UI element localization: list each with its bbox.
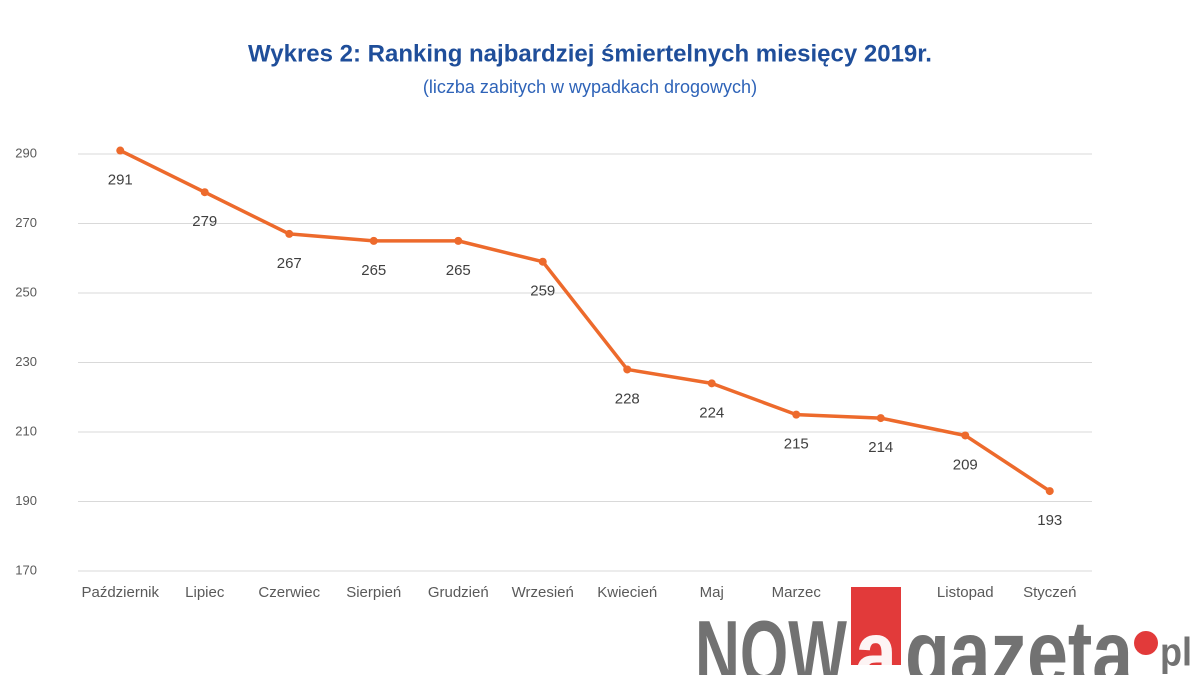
- x-tick-label: Kwiecień: [597, 584, 657, 601]
- watermark-box: [851, 587, 901, 665]
- y-tick-label: 230: [15, 354, 37, 369]
- x-tick-label: Październik: [81, 584, 159, 601]
- x-tick-label: Czerwiec: [258, 584, 320, 601]
- point: [1045, 487, 1054, 496]
- data-label: 215: [784, 436, 809, 453]
- data-label: 265: [361, 262, 386, 279]
- point: [961, 431, 970, 440]
- watermark: NOW a gazeta pl: [695, 587, 1192, 675]
- data-label: 259: [530, 283, 555, 300]
- x-tick-label: Maj: [700, 584, 724, 601]
- watermark-text: NOW: [695, 602, 847, 675]
- watermark-text: a: [855, 602, 898, 675]
- chart-title: Wykres 2: Ranking najbardziej śmiertelny…: [248, 40, 932, 67]
- data-label: 267: [277, 255, 302, 272]
- x-tick-label: Grudzień: [428, 584, 489, 601]
- data-label: 209: [953, 456, 978, 473]
- y-tick-label: 250: [15, 284, 37, 299]
- data-label: 228: [615, 390, 640, 407]
- x-tick-label: Lipiec: [185, 584, 225, 601]
- watermark-text: pl: [1160, 631, 1192, 675]
- x-tick-label: Marzec: [772, 584, 822, 601]
- watermark-text: gazeta: [905, 602, 1134, 675]
- x-tick-label: Sierpień: [346, 584, 401, 601]
- point: [369, 236, 378, 245]
- data-label: 214: [868, 439, 893, 456]
- y-tick-label: 270: [15, 215, 37, 230]
- data-label: 291: [108, 171, 133, 188]
- data-label: 265: [446, 262, 471, 279]
- y-tick-label: 290: [15, 145, 37, 160]
- point: [285, 229, 294, 238]
- point: [200, 188, 209, 197]
- point: [707, 379, 716, 388]
- y-tick-label: 170: [15, 562, 37, 577]
- chart-subtitle: (liczba zabitych w wypadkach drogowych): [423, 77, 757, 97]
- y-tick-label: 210: [15, 423, 37, 438]
- x-tick-label: Styczeń: [1023, 584, 1076, 601]
- x-tick-label: Wrzesień: [512, 584, 574, 601]
- line: [119, 148, 1051, 493]
- data-label: 279: [192, 213, 217, 230]
- watermark-dot: [1134, 631, 1158, 655]
- point: [623, 365, 632, 374]
- point: [792, 410, 801, 419]
- point: [876, 414, 885, 423]
- point: [454, 236, 463, 245]
- point: [116, 146, 125, 155]
- data-label: 193: [1037, 512, 1062, 529]
- x-tick-label: Listopad: [937, 584, 994, 601]
- point: [538, 257, 547, 266]
- y-tick-label: 190: [15, 493, 37, 508]
- data-label: 224: [699, 404, 724, 421]
